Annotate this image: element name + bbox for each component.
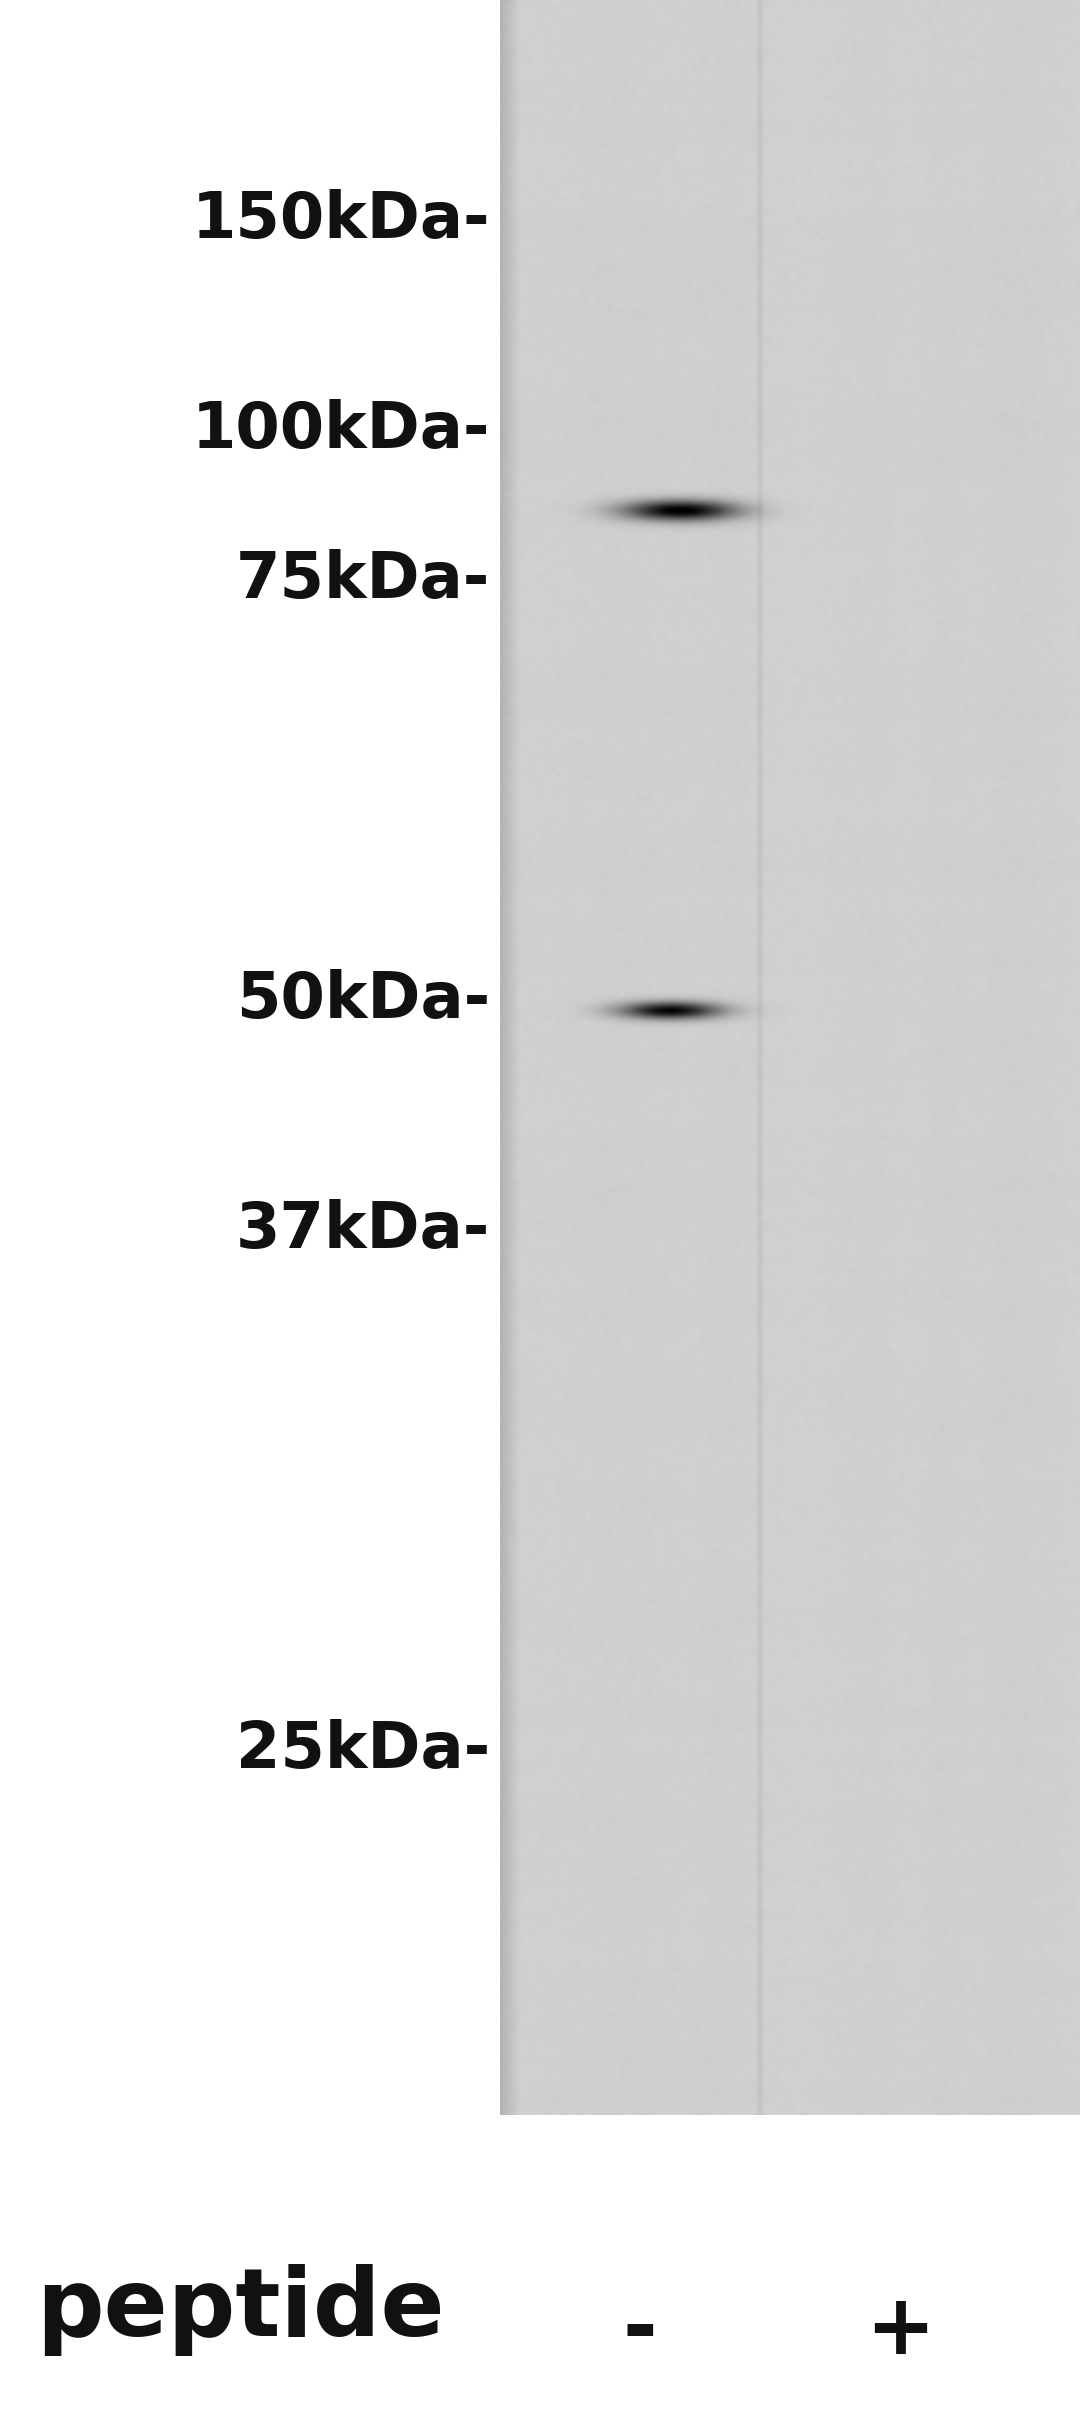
Bar — [0, 0, 500, 2114]
Text: 50kDa-: 50kDa- — [235, 970, 490, 1030]
Text: -: - — [623, 2289, 658, 2372]
Text: +: + — [865, 2289, 935, 2372]
Text: 25kDa-: 25kDa- — [235, 1718, 490, 1781]
Text: 100kDa-: 100kDa- — [191, 399, 490, 462]
Bar — [0, 2114, 1080, 2430]
Text: peptide: peptide — [36, 2265, 444, 2357]
Text: 37kDa-: 37kDa- — [235, 1198, 490, 1261]
Text: 150kDa-: 150kDa- — [191, 190, 490, 250]
Text: 75kDa-: 75kDa- — [235, 549, 490, 610]
